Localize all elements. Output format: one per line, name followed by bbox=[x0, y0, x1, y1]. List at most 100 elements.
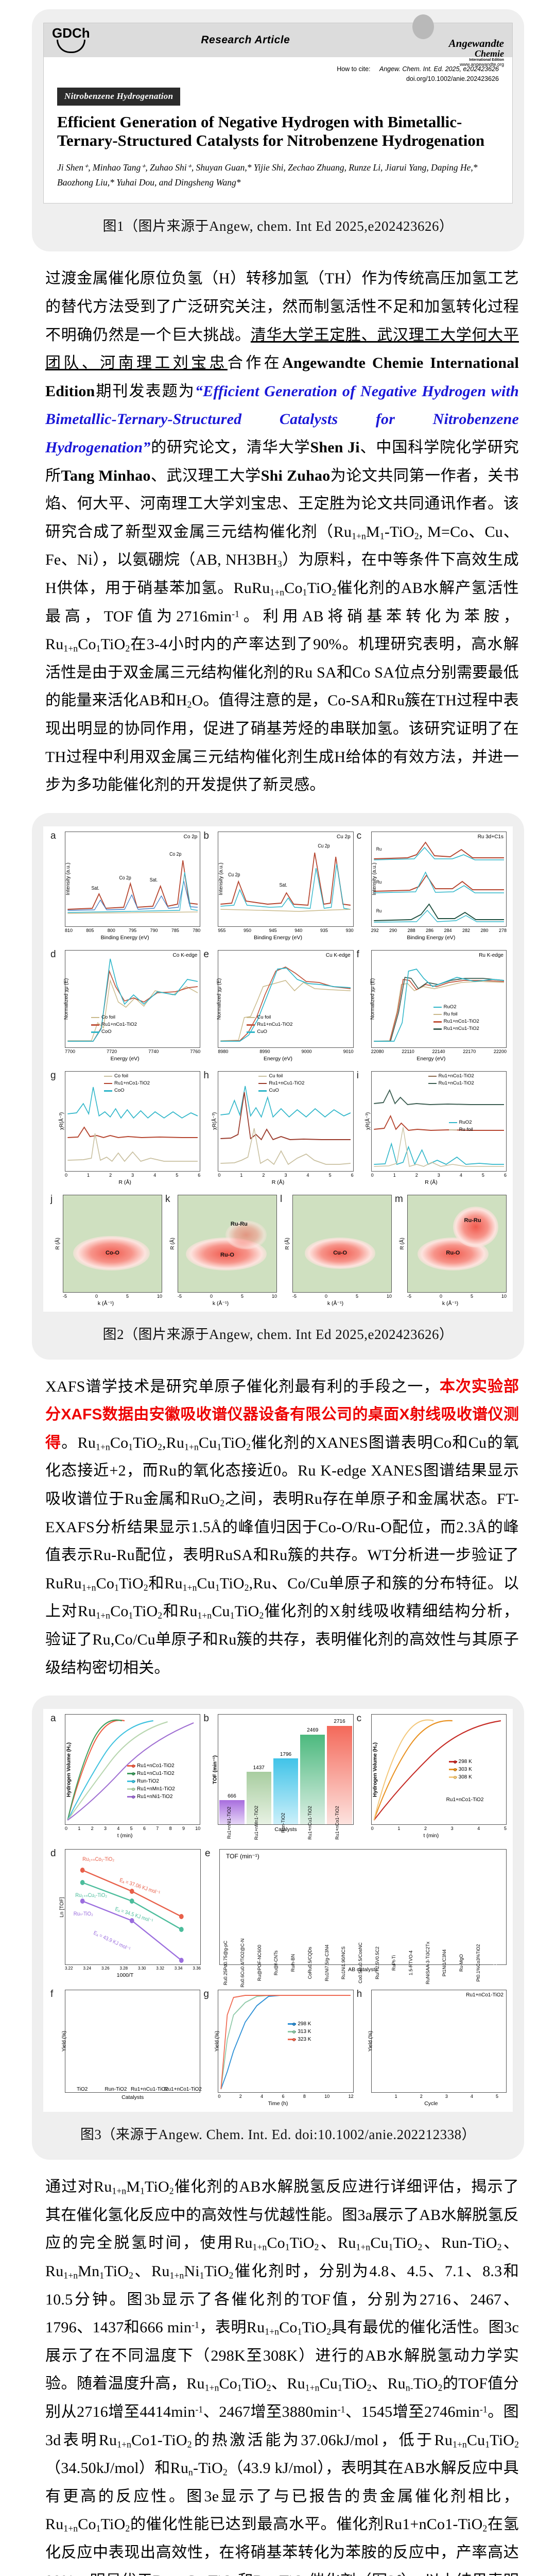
tick: 945 bbox=[269, 927, 277, 933]
panel-3b-bars: 666 Ru1+nNi1-TiO2 1437 Ru1+nMn1-TiO2 179… bbox=[218, 1715, 353, 1840]
p2-seg11: ,Ru、Co/Cu单原子和簇的分布特征。以上对Ru bbox=[45, 1574, 519, 1620]
tick: 3.34 bbox=[174, 1966, 183, 1971]
p2-seg8: 催化剂的XANES图谱表明Co和Cu的氧化态接近+2，而Ru的氧化态接近0。Ru… bbox=[45, 1434, 519, 1508]
tick: 0 bbox=[218, 1172, 221, 1178]
p3-seg25: Cu bbox=[319, 2375, 338, 2393]
panel-i-legend-top: Ru1+nCo1-TiO2 Ru1+nCu1-TiO2 bbox=[428, 1073, 474, 1088]
panel-j-xlabel: k (Å⁻¹) bbox=[97, 1300, 114, 1307]
article-page: GDCh Research Article Angewandte Chemie … bbox=[0, 9, 556, 2576]
bar-category: Ru@f-CNTs bbox=[273, 1951, 279, 1976]
p3-sub: 1 bbox=[285, 2242, 290, 2252]
p1-sub-4: 3 bbox=[277, 558, 282, 569]
panel-e-ylabel: Normalized χμ (E) bbox=[217, 978, 223, 1020]
cite-doi[interactable]: doi.org/10.1002/anie.202423626 bbox=[406, 75, 499, 83]
citation-block: How to cite: Angew. Chem. Int. Ed. 2025,… bbox=[57, 62, 499, 84]
panel-h-ylabel: χR(Å⁻³) bbox=[212, 1112, 218, 1130]
legend-item: CoO bbox=[104, 1087, 150, 1094]
p3-sub: 2 bbox=[223, 2467, 228, 2478]
legend-item: CoO bbox=[91, 1028, 137, 1036]
tick: 292 bbox=[371, 927, 379, 933]
paragraph-xafs: XAFS谱学技术是研究单原子催化剂最有利的手段之一，本次实验部分XAFS数据由安… bbox=[45, 1373, 519, 1683]
svg-text:Sat.: Sat. bbox=[150, 877, 158, 883]
panel-3g: g Yield (%) 298 K 313 K 323 K bbox=[202, 1989, 354, 2107]
p1-f-sub-b2: 1 bbox=[96, 643, 101, 654]
p3-seg36: TiO bbox=[490, 2431, 515, 2449]
panel-d-legend: Co foil Ru1+nCo1-TiO2 CoO bbox=[91, 1014, 137, 1036]
tick: 3.24 bbox=[83, 1966, 92, 1971]
p3-seg18: ，表明Ru bbox=[199, 2319, 265, 2336]
panel-c-xlabel: Binding Energy (eV) bbox=[407, 934, 456, 941]
p2-formula-2: 1+nCu1TiO2 bbox=[182, 1574, 249, 1593]
legend-item: Ru1+nCo1-TiO2 bbox=[91, 1021, 137, 1028]
figure-1-caption: 图1（图片来源于Angew, chem. Int Ed 2025,e202423… bbox=[102, 218, 454, 234]
p3-sup: -1 bbox=[337, 2404, 345, 2415]
panel-3c: c Hydrogen Volume (H₂) 298 K 303 K 308 K bbox=[356, 1713, 507, 1839]
panel-3g-legend: 298 K 313 K 323 K bbox=[288, 2020, 311, 2043]
panel-h-xticks: 0 1 2 3 4 5 6 bbox=[218, 1172, 353, 1178]
legend-item: 313 K bbox=[288, 2028, 311, 2036]
tick: 0 bbox=[95, 1293, 98, 1299]
panel-a-letter: a bbox=[50, 830, 56, 841]
legend-item: Ru1+nNi1-TiO2 bbox=[127, 1793, 175, 1801]
figure-2-caption: 图2（图片来源于Angew, chem. Int Ed 2025,e202423… bbox=[102, 1326, 454, 1342]
p3-seg34: 的热激活能为37.06kJ/mol，低于Ru bbox=[192, 2431, 453, 2449]
panel-3e-bars: Ru0.25Pd0.75@g-pC Ru0.6Cu0.4/TiO2@C-N Ru… bbox=[220, 1850, 506, 1988]
panel-d: d Normalized χμ (E) Co K-edge Co foil Ru… bbox=[49, 949, 201, 1062]
legend-label: Ru1+nCu1-TiO2 bbox=[438, 1080, 474, 1086]
tick: 8990 bbox=[259, 1048, 270, 1054]
figure-2-row-xanes: d Normalized χμ (E) Co K-edge Co foil Ru… bbox=[49, 948, 507, 1062]
paper-body: How to cite: Angew. Chem. Int. Ed. 2025,… bbox=[44, 57, 512, 203]
panel-d-xticks: 7700 7720 7740 7760 bbox=[65, 1048, 200, 1054]
panel-3a: a Hydrogen Volume (H₂) Ru1+nCo1-TiO2 bbox=[49, 1713, 201, 1839]
bar-value: 1437 bbox=[253, 1765, 265, 1771]
p3-sub: 1+n bbox=[204, 2382, 219, 2393]
tick: 5 bbox=[470, 1293, 473, 1299]
panel-d-corner: Co K-edge bbox=[172, 952, 198, 958]
legend-label: 303 K bbox=[458, 1767, 472, 1773]
legend-item: RuO2 bbox=[433, 1004, 479, 1011]
tick: 5 bbox=[176, 1172, 179, 1178]
p3-seg1: 通过对Ru bbox=[45, 2178, 112, 2196]
panel-3c-ylabel: Hydrogen Volume (H₂) bbox=[372, 1742, 378, 1797]
panel-m-xlabel: k (Å⁻¹) bbox=[442, 1300, 459, 1307]
panel-j-blob bbox=[73, 1235, 150, 1271]
tick: 8 bbox=[169, 1826, 172, 1832]
p2-sub: 1+n bbox=[197, 1610, 212, 1621]
panel-a-xlabel: Binding Energy (eV) bbox=[100, 934, 149, 941]
p3-seg35: Cu bbox=[466, 2431, 485, 2449]
bar-3b-1: 1437 Ru1+nMn1-TiO2 bbox=[246, 1715, 271, 1840]
p3-sub: 2 bbox=[514, 2438, 519, 2449]
panel-c: c Intensity (a.u.) Ru 3d+C1s Ru Ru bbox=[356, 831, 507, 941]
p1-paper-title-quote: “Efficient Generation of Negative Hydrog… bbox=[45, 382, 519, 456]
p3-sup: -1 bbox=[195, 2404, 203, 2415]
panel-e-xticks: 8980 8990 9000 9010 bbox=[218, 1048, 353, 1054]
panel-f-xticks: 22080 22110 22140 22170 22200 bbox=[371, 1048, 507, 1054]
panel-b-xticks: 955 950 945 940 935 930 bbox=[218, 927, 353, 933]
panel-3f-bars: TiO2 Run-TiO2 Ru1+nCu1-TiO2 Ru1+nCo1-TiO… bbox=[65, 1990, 202, 2093]
panel-3f-ylabel: Yield (%) bbox=[61, 2031, 67, 2052]
tick: 284 bbox=[444, 927, 452, 933]
legend-item: 298 K bbox=[288, 2020, 311, 2028]
p2-seg4: TiO bbox=[133, 1434, 158, 1451]
legend-label: Ru1+nCu1-TiO2 bbox=[257, 1022, 293, 1028]
panel-3h: h Yield (%) Ru1+nCo1-TiO2 1 bbox=[356, 1989, 507, 2107]
figure-1-card: GDCh Research Article Angewandte Chemie … bbox=[32, 9, 524, 252]
panel-j-blob-label: Co-O bbox=[106, 1250, 119, 1257]
panel-3d-xticks: 3.22 3.24 3.26 3.28 3.30 3.32 3.34 3.36 bbox=[65, 1965, 201, 1971]
panel-j-letter: j bbox=[50, 1193, 53, 1205]
research-article-banner: Research Article bbox=[201, 34, 290, 46]
tick: 10 bbox=[501, 1293, 507, 1299]
bar-category: Ru1+nCo1-TiO2 bbox=[164, 2087, 202, 2093]
tick: 286 bbox=[426, 927, 434, 933]
panel-3a-legend: Ru1+nCo1-TiO2 Ru1+nCu1-TiO2 Run-TiO2 Ru1… bbox=[127, 1762, 175, 1801]
legend-label: RuO2 bbox=[443, 1004, 457, 1010]
panel-k-heatmap: R (Å) Ru-O Ru-Ru bbox=[170, 1194, 277, 1293]
paragraph-performance: 通过对Ru1+nM1TiO2催化剂的AB水解脱氢反应进行详细评估，揭示了其在催化… bbox=[45, 2173, 519, 2576]
p3-seg17: 催化剂时，分别为4.8、4.5、7.1、8.3和10.5分钟。图3b显示了各催化… bbox=[45, 2263, 519, 2336]
p1-f-sub-a2: 1 bbox=[302, 587, 307, 598]
panel-j-xticks: -5 0 5 10 bbox=[63, 1293, 162, 1299]
p1-f-sub-a3: 2 bbox=[332, 587, 337, 598]
legend-item: Ru1+nCo1-TiO2 bbox=[433, 1018, 479, 1025]
panel-f-letter: f bbox=[356, 948, 359, 960]
bar-3b-4: 2716 Ru1+nCo1-TiO2 bbox=[327, 1715, 352, 1840]
